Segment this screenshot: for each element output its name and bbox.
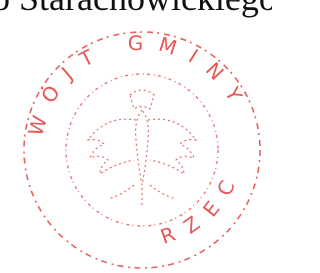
seal-text-top-path: WÓJT GMINY: [23, 31, 253, 139]
header-text: o Starachowickiego.: [0, 0, 272, 18]
seal: WÓJT GMINY RZEC: [23, 31, 260, 268]
page: o Starachowickiego. WÓJT GMINY RZEC: [0, 0, 272, 273]
seal-text-top: WÓJT GMINY: [23, 31, 253, 139]
seal-eagle: [88, 90, 196, 208]
seal-text-bottom-path: RZEC: [157, 164, 245, 249]
seal-text-bottom: RZEC: [157, 164, 245, 249]
